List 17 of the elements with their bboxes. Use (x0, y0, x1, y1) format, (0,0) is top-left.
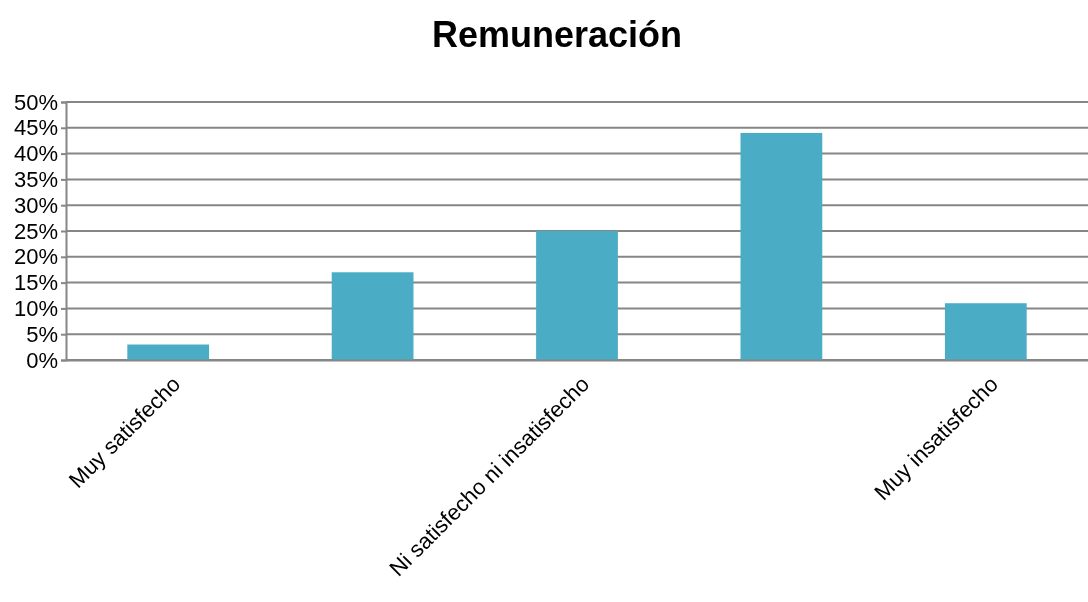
y-tick-label: 50% (13, 89, 58, 115)
y-tick-label: 15% (13, 270, 58, 296)
y-tick-label: 20% (13, 244, 58, 270)
bar (127, 344, 210, 360)
bar (740, 132, 823, 360)
y-tick-label: 30% (13, 192, 58, 218)
bar (944, 303, 1027, 360)
y-tick-label: 45% (13, 115, 58, 141)
y-tick-label: 5% (26, 321, 58, 347)
bar (536, 231, 618, 360)
y-tick-label: 0% (26, 347, 58, 373)
y-tick-label: 25% (13, 218, 58, 244)
chart-title: Remuneración (431, 14, 683, 55)
y-tick-label: 10% (13, 295, 58, 321)
y-tick-label: 35% (13, 166, 58, 192)
y-tick-label: 40% (13, 141, 58, 167)
bar (331, 272, 414, 360)
